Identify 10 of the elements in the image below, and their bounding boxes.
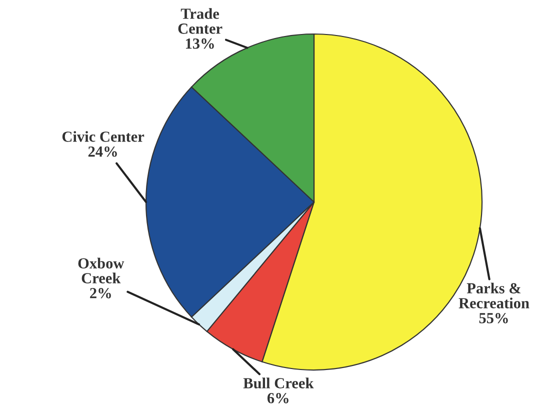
data-label: 55% [479,312,508,324]
slice-label: Bull Creek [243,378,314,388]
data-label: 6% [267,392,288,404]
slice-label: Trade Center [178,8,222,34]
data-label: 2% [90,288,111,298]
data-label: 24% [88,146,117,157]
slice-label: Parks & Recreation [458,282,530,308]
slice-label: Civic Center [62,131,144,142]
data-label: 13% [186,38,214,49]
slice-label: Oxbow Creek [78,258,124,284]
